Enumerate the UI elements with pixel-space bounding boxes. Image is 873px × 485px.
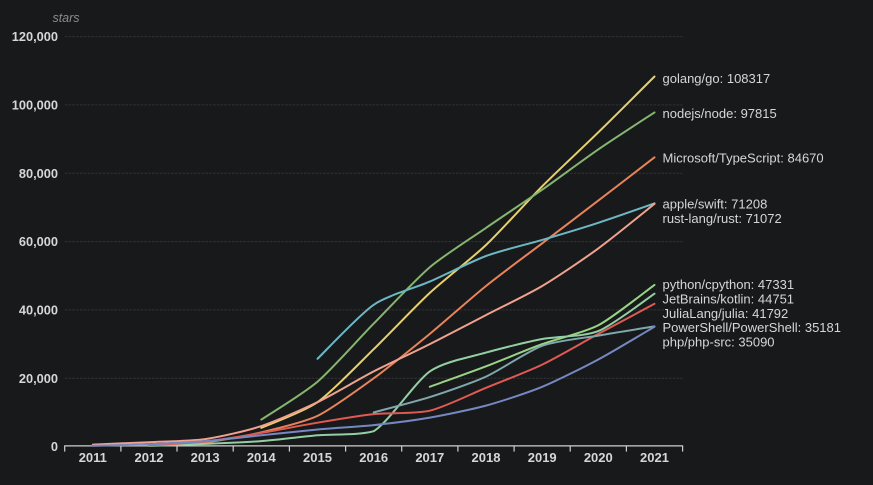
svg-text:apple/swift: 71208: apple/swift: 71208 [663, 197, 768, 212]
svg-text:20,000: 20,000 [19, 371, 58, 386]
svg-text:Microsoft/TypeScript: 84670: Microsoft/TypeScript: 84670 [663, 151, 824, 166]
svg-text:80,000: 80,000 [19, 166, 58, 181]
svg-text:120,000: 120,000 [12, 29, 58, 44]
svg-text:PowerShell/PowerShell: 35181: PowerShell/PowerShell: 35181 [663, 320, 842, 335]
svg-text:JetBrains/kotlin: 44751: JetBrains/kotlin: 44751 [663, 292, 795, 307]
svg-text:rust-lang/rust: 71072: rust-lang/rust: 71072 [663, 211, 782, 226]
svg-text:40,000: 40,000 [19, 302, 58, 317]
svg-text:2021: 2021 [640, 450, 669, 465]
svg-text:golang/go: 108317: golang/go: 108317 [663, 71, 771, 86]
svg-text:JuliaLang/julia: 41792: JuliaLang/julia: 41792 [663, 306, 789, 321]
svg-text:stars: stars [52, 11, 79, 25]
svg-text:2011: 2011 [79, 450, 107, 465]
svg-text:0: 0 [51, 439, 58, 454]
svg-text:2014: 2014 [247, 450, 277, 465]
svg-text:nodejs/node: 97815: nodejs/node: 97815 [663, 106, 777, 121]
svg-text:2016: 2016 [359, 450, 388, 465]
svg-text:2013: 2013 [191, 450, 220, 465]
svg-text:python/cpython: 47331: python/cpython: 47331 [663, 277, 795, 292]
svg-text:2020: 2020 [584, 450, 613, 465]
svg-text:2018: 2018 [472, 450, 501, 465]
svg-text:2017: 2017 [415, 450, 444, 465]
svg-text:2015: 2015 [303, 450, 332, 465]
svg-text:2012: 2012 [135, 450, 164, 465]
svg-text:100,000: 100,000 [12, 97, 58, 112]
svg-text:60,000: 60,000 [19, 234, 58, 249]
svg-text:2019: 2019 [528, 450, 557, 465]
svg-text:php/php-src: 35090: php/php-src: 35090 [663, 335, 775, 350]
